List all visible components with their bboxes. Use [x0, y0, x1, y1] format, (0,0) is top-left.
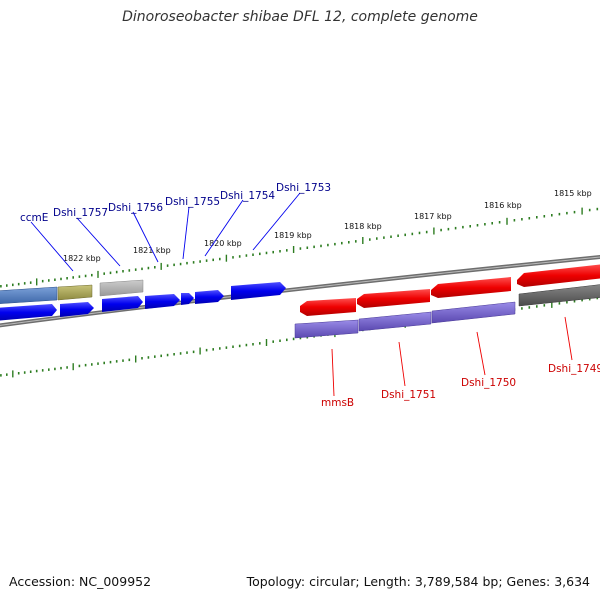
outer-scale-ruler — [0, 207, 599, 288]
leader-line — [252, 192, 301, 251]
leader-line — [331, 348, 335, 397]
gene-arrow[interactable] — [181, 293, 194, 305]
gene-block[interactable] — [57, 284, 93, 301]
inner-feature-row — [294, 284, 600, 339]
gene-label[interactable]: mmsB — [321, 397, 354, 409]
gene-arrow[interactable] — [300, 298, 356, 316]
forward-leader-lines — [30, 192, 301, 272]
gene-block[interactable] — [99, 279, 144, 297]
scale-label: 1819 kbp — [274, 231, 312, 240]
leader-line — [476, 331, 486, 376]
gene-arrow[interactable] — [431, 277, 511, 298]
leader-line — [398, 341, 406, 387]
gene-block[interactable] — [358, 311, 432, 332]
gene-label[interactable]: Dshi_1749 — [548, 363, 600, 375]
gene-arrow[interactable] — [145, 294, 180, 309]
gene-arrow[interactable] — [102, 296, 143, 312]
scale-label: 1815 kbp — [554, 189, 592, 198]
gene-arrow[interactable] — [517, 264, 600, 287]
scale-label: 1822 kbp — [63, 254, 101, 263]
scale-label: 1816 kbp — [484, 201, 522, 210]
gene-label[interactable]: Dshi_1751 — [381, 389, 436, 401]
leader-line — [132, 211, 159, 263]
gene-arrow[interactable] — [357, 289, 430, 308]
leader-line — [30, 221, 74, 272]
reverse-leader-lines — [331, 316, 573, 397]
gene-arrow[interactable] — [231, 282, 286, 300]
gene-block[interactable] — [0, 286, 58, 304]
gene-label[interactable]: Dshi_1753 — [276, 182, 331, 194]
leader-line — [204, 199, 244, 257]
reverse-gene-row — [300, 264, 600, 316]
gene-block[interactable] — [518, 284, 600, 307]
scale-label: 1820 kbp — [204, 239, 242, 248]
scale-label: 1818 kbp — [344, 222, 382, 231]
accession-text: Accession: NC_009952 — [9, 574, 152, 589]
gene-label[interactable]: Dshi_1756 — [108, 202, 163, 214]
leader-line — [182, 206, 190, 260]
map-title: Dinoroseobacter shibae DFL 12, complete … — [122, 9, 478, 25]
forward-gene-row — [0, 282, 286, 321]
gene-arrow[interactable] — [0, 304, 57, 321]
scale-label: 1817 kbp — [414, 212, 452, 221]
outer-feature-row — [0, 279, 144, 304]
gene-label[interactable]: ccmE — [20, 212, 48, 224]
gene-label[interactable]: Dshi_1755 — [165, 196, 220, 208]
leader-line — [76, 217, 121, 267]
gene-block[interactable] — [431, 301, 516, 324]
gene-label[interactable]: Dshi_1754 — [220, 190, 275, 202]
gene-arrow[interactable] — [195, 290, 224, 304]
gene-label[interactable]: Dshi_1750 — [461, 377, 516, 389]
gene-block[interactable] — [294, 319, 359, 339]
gene-label[interactable]: Dshi_1757 — [53, 207, 108, 219]
leader-line — [564, 316, 573, 361]
genome-summary: Topology: circular; Length: 3,789,584 bp… — [246, 574, 590, 589]
gene-arrow[interactable] — [60, 302, 94, 317]
